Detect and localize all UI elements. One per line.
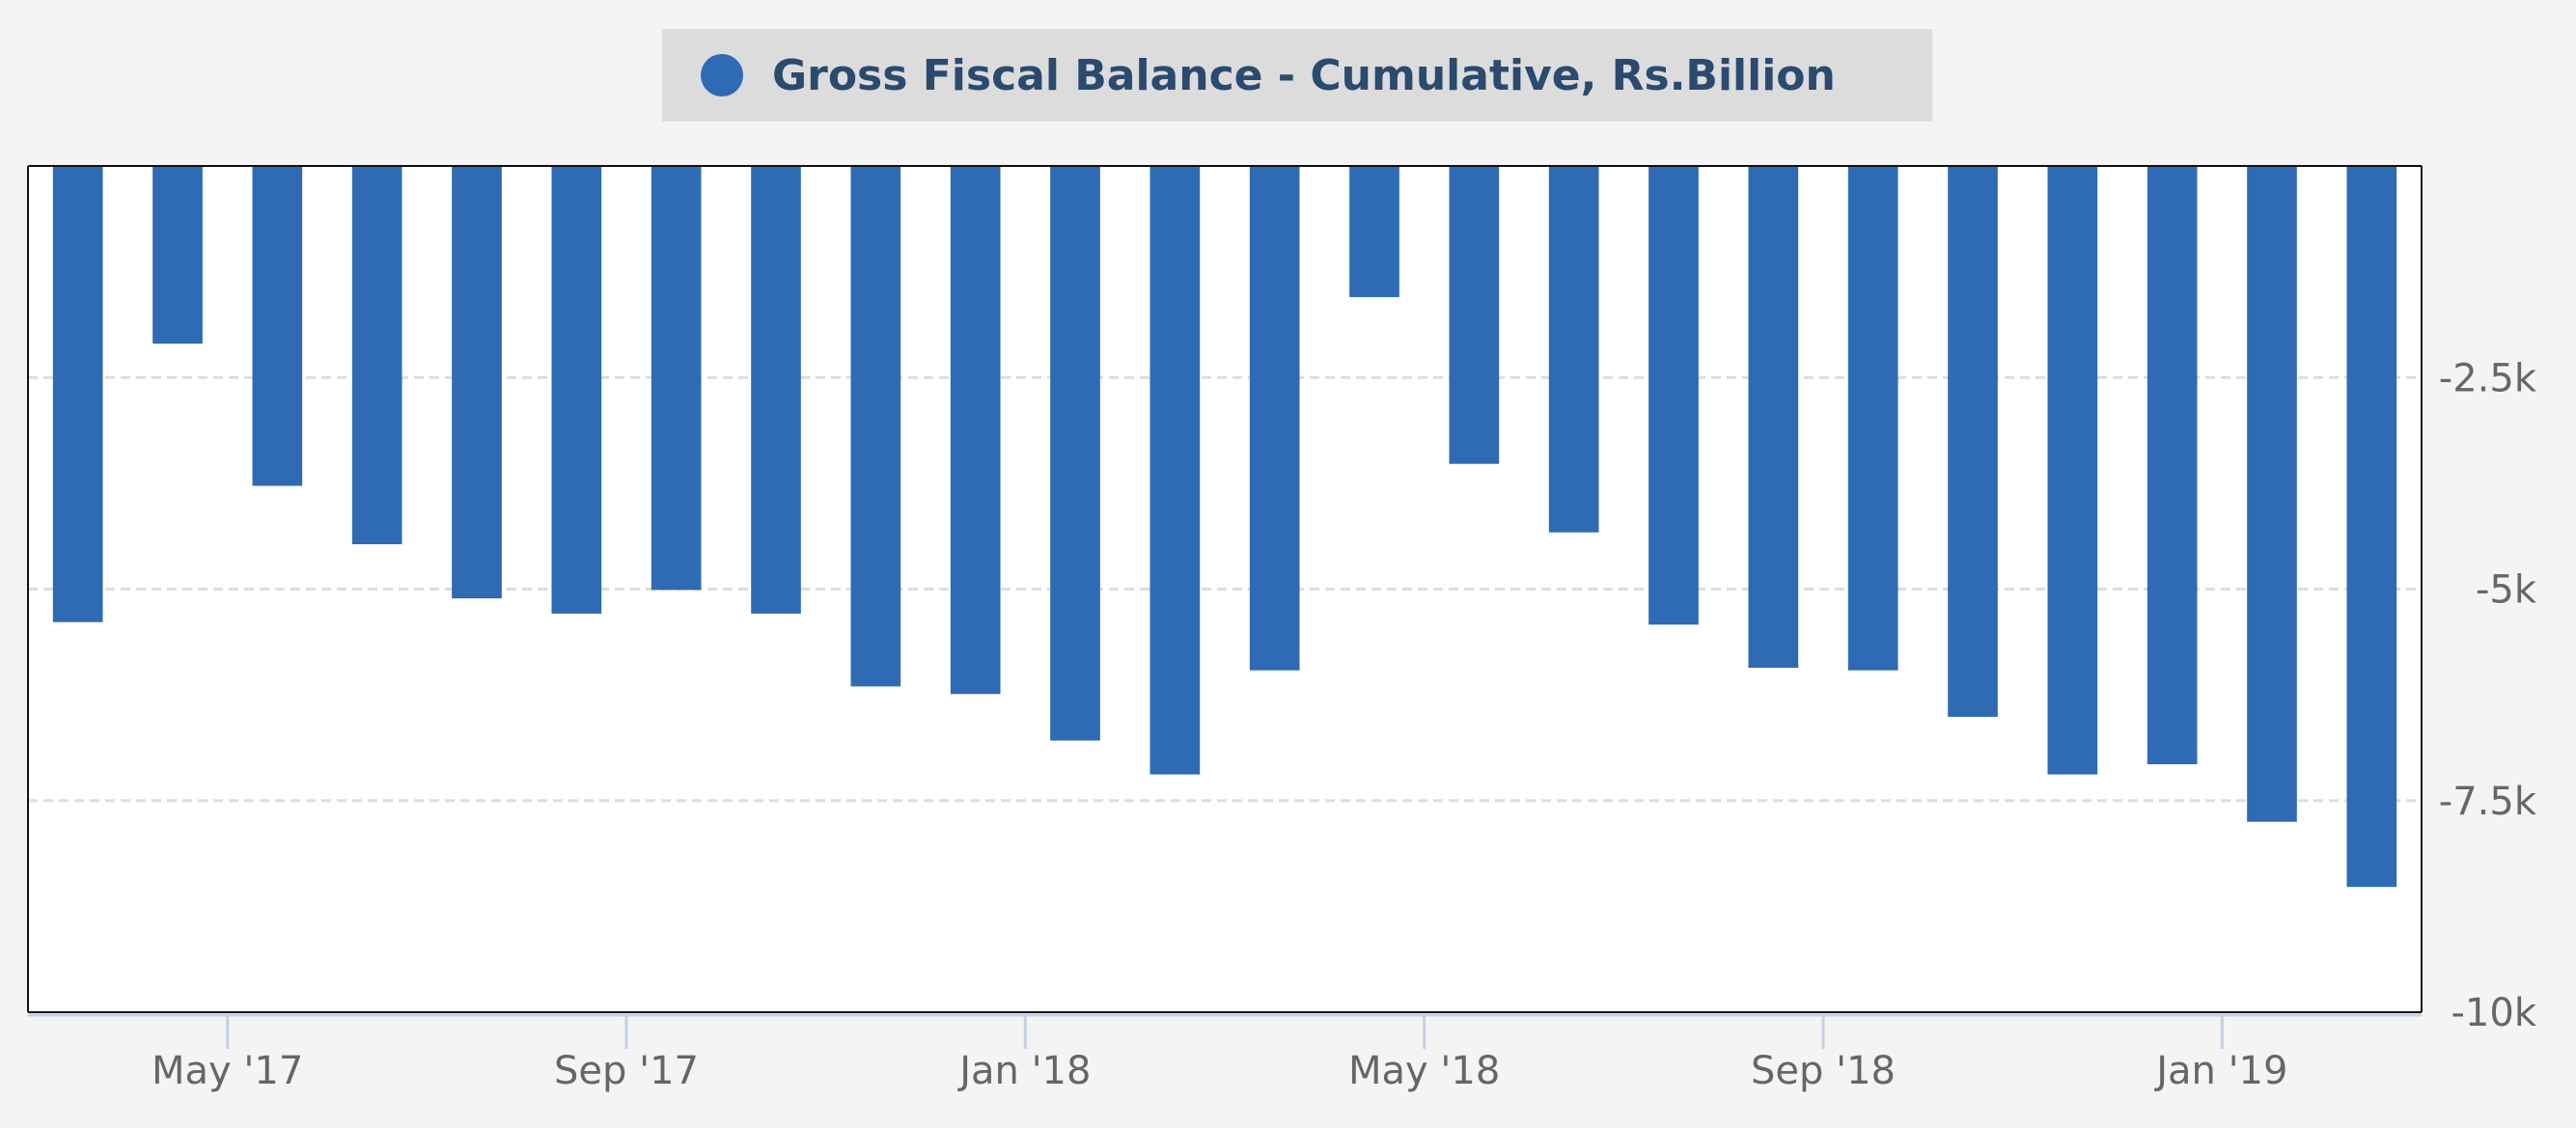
y-tick-label: -7.5k (2439, 780, 2537, 824)
bar (850, 166, 901, 687)
x-tick-label: May '18 (1348, 1049, 1500, 1093)
bar (52, 166, 103, 622)
x-tick-label: Jan '19 (2153, 1049, 2287, 1093)
bar (1150, 166, 1201, 775)
legend-label: Gross Fiscal Balance - Cumulative, Rs.Bi… (772, 50, 1836, 100)
bar (950, 166, 1001, 695)
bar (1249, 166, 1300, 671)
x-tick-label: May '17 (152, 1049, 303, 1093)
bar (1847, 166, 1898, 671)
x-tick-label: Sep '17 (554, 1049, 699, 1093)
legend[interactable]: Gross Fiscal Balance - Cumulative, Rs.Bi… (662, 29, 1932, 122)
bar (2346, 166, 2397, 888)
bar (252, 166, 303, 486)
legend-marker-icon (701, 54, 743, 96)
bar (1050, 166, 1100, 741)
y-axis: -2.5k -5k -7.5k -10k (2439, 356, 2537, 1035)
bar (1548, 166, 1599, 533)
bar (1349, 166, 1399, 297)
bar (152, 166, 203, 344)
bar (651, 166, 702, 591)
bar (351, 166, 402, 545)
bar (2047, 166, 2098, 775)
bar (1748, 166, 1799, 669)
y-tick-label: -10k (2451, 991, 2537, 1035)
bar (2147, 166, 2198, 765)
bar (1449, 166, 1500, 464)
bar (1648, 166, 1699, 625)
plot-frame (27, 165, 2423, 1017)
bar (452, 166, 502, 599)
bar (2247, 166, 2297, 822)
y-tick-label: -5k (2476, 568, 2537, 613)
gridlines (28, 375, 2422, 803)
bar (551, 166, 602, 614)
x-tick-label: Sep '18 (1751, 1049, 1896, 1093)
x-axis: May '17 Sep '17 Jan '18 May '18 Sep '18 Jan '… (152, 1015, 2287, 1093)
x-tick-label: Jan '18 (956, 1049, 1091, 1093)
bars (52, 166, 2397, 888)
y-tick-label: -2.5k (2439, 356, 2537, 400)
bar (1948, 166, 1998, 717)
bar (751, 166, 801, 614)
